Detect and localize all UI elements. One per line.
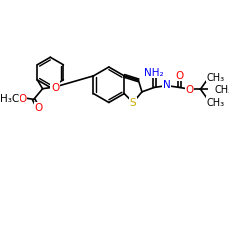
Text: O: O xyxy=(34,103,42,113)
Text: O: O xyxy=(51,83,59,93)
Text: O: O xyxy=(185,85,193,95)
Text: O: O xyxy=(174,71,183,81)
Text: CH₃: CH₃ xyxy=(206,97,224,107)
Text: NH₂: NH₂ xyxy=(143,68,163,78)
Text: CH₃: CH₃ xyxy=(206,72,224,82)
Text: O: O xyxy=(18,93,26,103)
Text: S: S xyxy=(129,98,136,108)
Text: N: N xyxy=(162,79,170,90)
Text: H₃C: H₃C xyxy=(0,93,19,103)
Text: CH₃: CH₃ xyxy=(213,85,229,95)
